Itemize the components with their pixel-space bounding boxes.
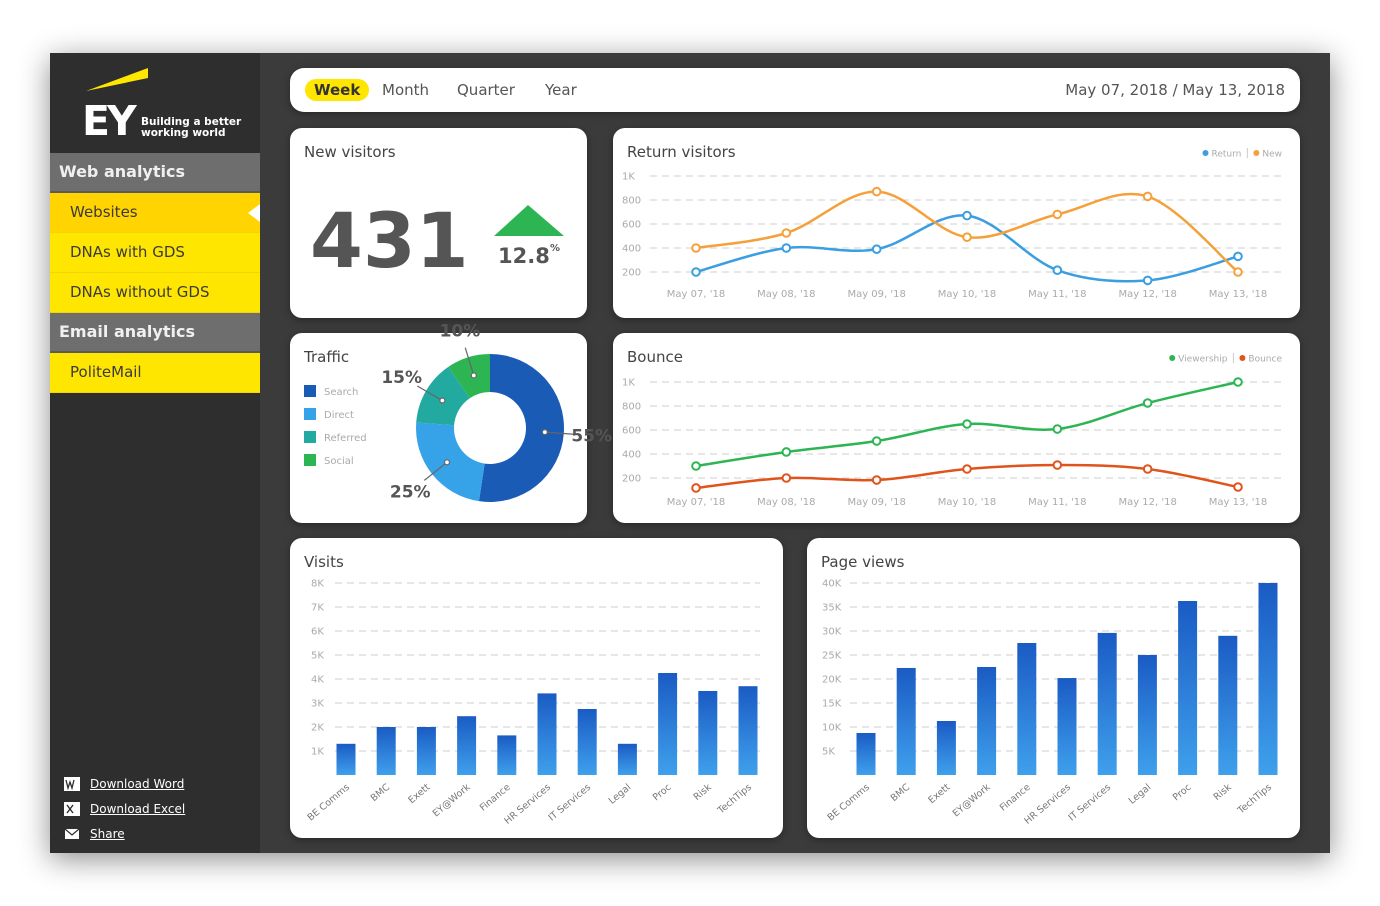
menu-section[interactable]: Email analytics (50, 313, 260, 353)
new-visitors-card (290, 128, 587, 318)
tagline: working world (141, 127, 226, 139)
logo: EY Building a better working world (82, 68, 242, 145)
download-link[interactable]: Share (64, 821, 185, 846)
menu-item[interactable]: Websites (50, 193, 260, 233)
download-label[interactable]: Download Excel (90, 801, 186, 816)
date-range[interactable]: May 07, 2018 / May 13, 2018 (1065, 81, 1285, 99)
menu-item[interactable]: DNAs without GDS (50, 273, 260, 313)
mail-icon (64, 828, 80, 839)
sidebar: EY Building a better working world Web a… (50, 53, 260, 853)
traffic-card (290, 333, 587, 523)
downloads: Download Word Download Excel Share (64, 771, 185, 846)
menu: Web analytics Websites DNAs with GDS DNA… (50, 153, 260, 393)
menu-item[interactable]: DNAs with GDS (50, 233, 260, 273)
menu-section[interactable]: Web analytics (50, 153, 260, 193)
download-link[interactable]: Download Excel (64, 796, 185, 821)
page-views-card (807, 538, 1300, 838)
period-tab[interactable]: Quarter (457, 81, 515, 99)
menu-item[interactable]: PoliteMail (50, 353, 260, 393)
download-label[interactable]: Download Word (90, 776, 185, 791)
excel-icon (64, 801, 80, 816)
return-visitors-card (613, 128, 1300, 318)
download-label[interactable]: Share (90, 826, 125, 841)
period-tab[interactable]: Week (305, 79, 370, 101)
period-tab[interactable]: Month (382, 81, 430, 99)
download-link[interactable]: Download Word (64, 771, 185, 796)
logo-text: EY (82, 97, 138, 145)
word-icon (64, 776, 80, 791)
period-tab[interactable]: Year (545, 81, 577, 99)
bounce-card (613, 333, 1300, 523)
visits-card (290, 538, 783, 838)
tagline: Building a better (141, 116, 242, 128)
logo-beam (86, 68, 148, 91)
toolbar: Week Month Quarter Year May 07, 2018 / M… (290, 68, 1300, 112)
